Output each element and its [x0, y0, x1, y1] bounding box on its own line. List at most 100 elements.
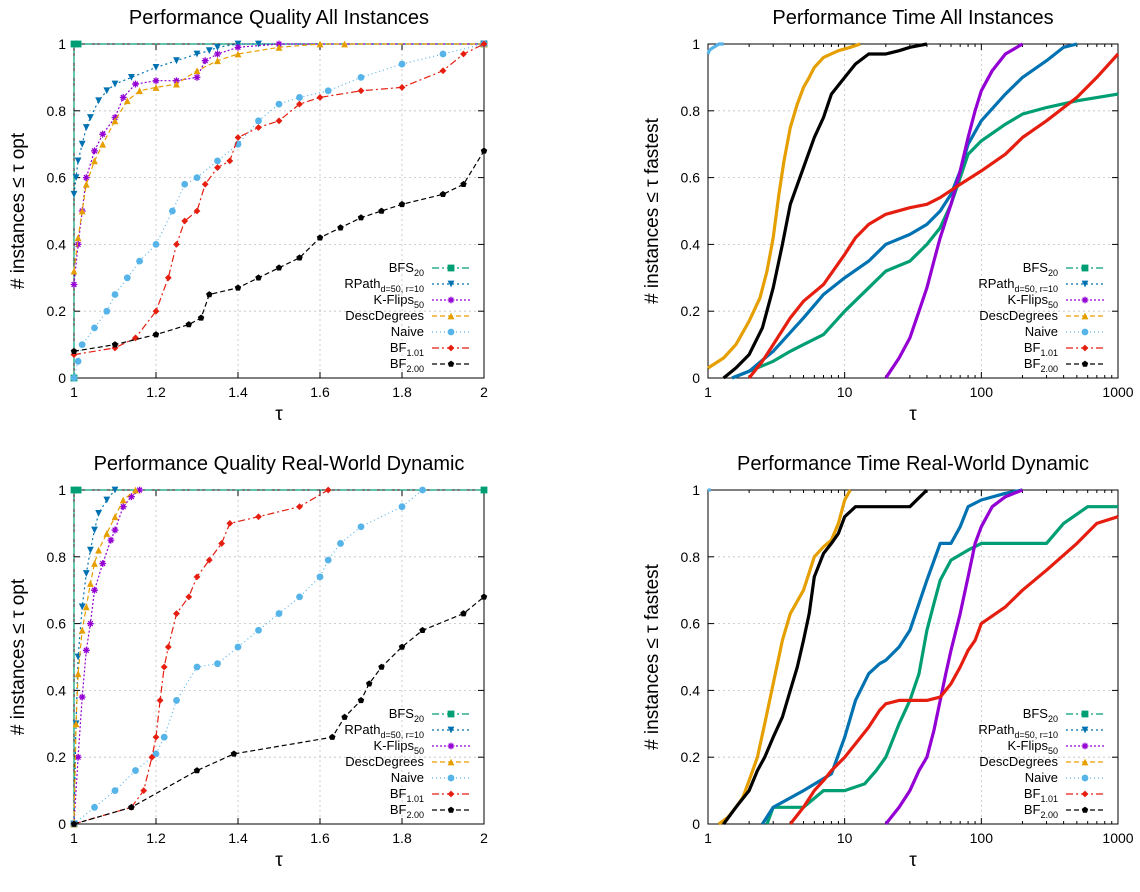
- data-point: [111, 486, 119, 494]
- data-point: [230, 750, 238, 757]
- legend-marker: [1081, 360, 1089, 367]
- data-point: [419, 486, 426, 494]
- data-point: [99, 130, 107, 138]
- data-point: [91, 157, 98, 165]
- data-point: [214, 50, 221, 58]
- series-line: [747, 52, 1120, 379]
- data-point: [185, 321, 193, 328]
- legend-marker: [447, 328, 455, 336]
- data-point: [255, 124, 262, 131]
- data-point: [378, 663, 385, 670]
- data-point: [72, 174, 80, 181]
- x-tick-label: 1.8: [392, 384, 412, 400]
- legend-label: BFS20: [389, 706, 424, 724]
- series-naive: [70, 486, 426, 828]
- data-point: [226, 520, 234, 527]
- series-rpath: [761, 488, 1023, 825]
- series-bf200: [722, 42, 928, 380]
- data-point: [181, 217, 189, 225]
- x-axis-label: τ: [909, 404, 917, 425]
- legend-label: Naive: [391, 770, 424, 785]
- legend-label: RPathd=50, r=10: [344, 276, 424, 294]
- data-point: [160, 663, 168, 671]
- data-point: [78, 626, 86, 634]
- data-point: [480, 486, 488, 494]
- y-tick-label: 1: [692, 36, 700, 52]
- legend-label: DescDegrees: [345, 308, 424, 323]
- legend-label: BF1.01: [1024, 786, 1058, 804]
- data-point: [74, 234, 82, 242]
- series-line: [884, 42, 1024, 379]
- x-tick-label: 1.2: [146, 384, 166, 400]
- legend-marker: [1081, 344, 1089, 352]
- chart-panel-time-dynamic: Performance Time Real-World Dynamic 0 0.2 0…: [570, 446, 1140, 892]
- data-point: [128, 803, 135, 811]
- legend-marker: [1081, 726, 1089, 734]
- data-point: [111, 526, 119, 534]
- series-bf101: [747, 52, 1120, 379]
- data-point: [255, 40, 262, 48]
- data-point: [123, 97, 131, 105]
- series-bfs: [731, 92, 1119, 380]
- legend-marker: [1081, 312, 1089, 320]
- y-tick-label: 1: [692, 482, 700, 498]
- data-point: [128, 493, 135, 501]
- x-tick-label: 1.2: [146, 830, 166, 846]
- data-point: [111, 291, 119, 298]
- series-bf101: [70, 40, 488, 359]
- legend-marker: [1081, 296, 1089, 304]
- data-point: [378, 207, 385, 214]
- chart-svg: Performance Quality Real-World Dynamic 0 0…: [8, 453, 488, 871]
- legend-marker: [447, 280, 455, 288]
- data-point: [72, 720, 80, 728]
- data-point: [152, 241, 160, 248]
- y-axis-label: # instances ≤ τ fastest: [642, 117, 663, 304]
- legend-label: K-Flips50: [374, 738, 424, 756]
- data-point: [296, 100, 303, 108]
- data-point: [111, 787, 119, 794]
- data-point: [460, 50, 467, 58]
- series-bf101: [789, 515, 1119, 825]
- y-tick-label: 0.8: [681, 103, 701, 119]
- data-point: [234, 284, 242, 291]
- data-point: [201, 57, 209, 65]
- data-point: [226, 157, 234, 165]
- y-tick-label: 0.6: [681, 170, 701, 186]
- data-point: [128, 74, 135, 81]
- series-line: [73, 150, 485, 352]
- data-point: [193, 174, 201, 182]
- data-point: [74, 486, 82, 494]
- series-line: [884, 488, 1024, 825]
- series-kflips: [884, 42, 1024, 379]
- data-point: [136, 486, 143, 494]
- data-point: [296, 593, 303, 601]
- legend-marker: [447, 790, 455, 798]
- data-point: [201, 180, 209, 188]
- x-tick-label: 2: [480, 384, 488, 400]
- series-line: [722, 42, 928, 380]
- data-point: [193, 207, 201, 215]
- y-axis-label: # instances ≤ τ opt: [8, 578, 29, 735]
- data-point: [324, 486, 332, 494]
- data-point: [341, 713, 348, 720]
- data-point: [460, 610, 467, 617]
- data-point: [234, 134, 242, 141]
- legend-label: DescDegrees: [979, 754, 1058, 769]
- data-point: [70, 190, 78, 198]
- data-point: [480, 593, 488, 600]
- data-point: [357, 697, 365, 704]
- data-point: [74, 157, 82, 165]
- data-point: [103, 496, 111, 504]
- data-point: [275, 264, 283, 271]
- data-point: [357, 523, 365, 531]
- data-point: [99, 140, 107, 148]
- data-point: [164, 274, 172, 282]
- data-point: [193, 74, 201, 81]
- x-axis-label: τ: [909, 850, 917, 871]
- legend-marker: [447, 758, 455, 766]
- data-point: [70, 347, 78, 355]
- series-bfs: [765, 505, 1118, 825]
- legend-label: BF1.01: [390, 340, 424, 358]
- legend-marker: [447, 296, 455, 304]
